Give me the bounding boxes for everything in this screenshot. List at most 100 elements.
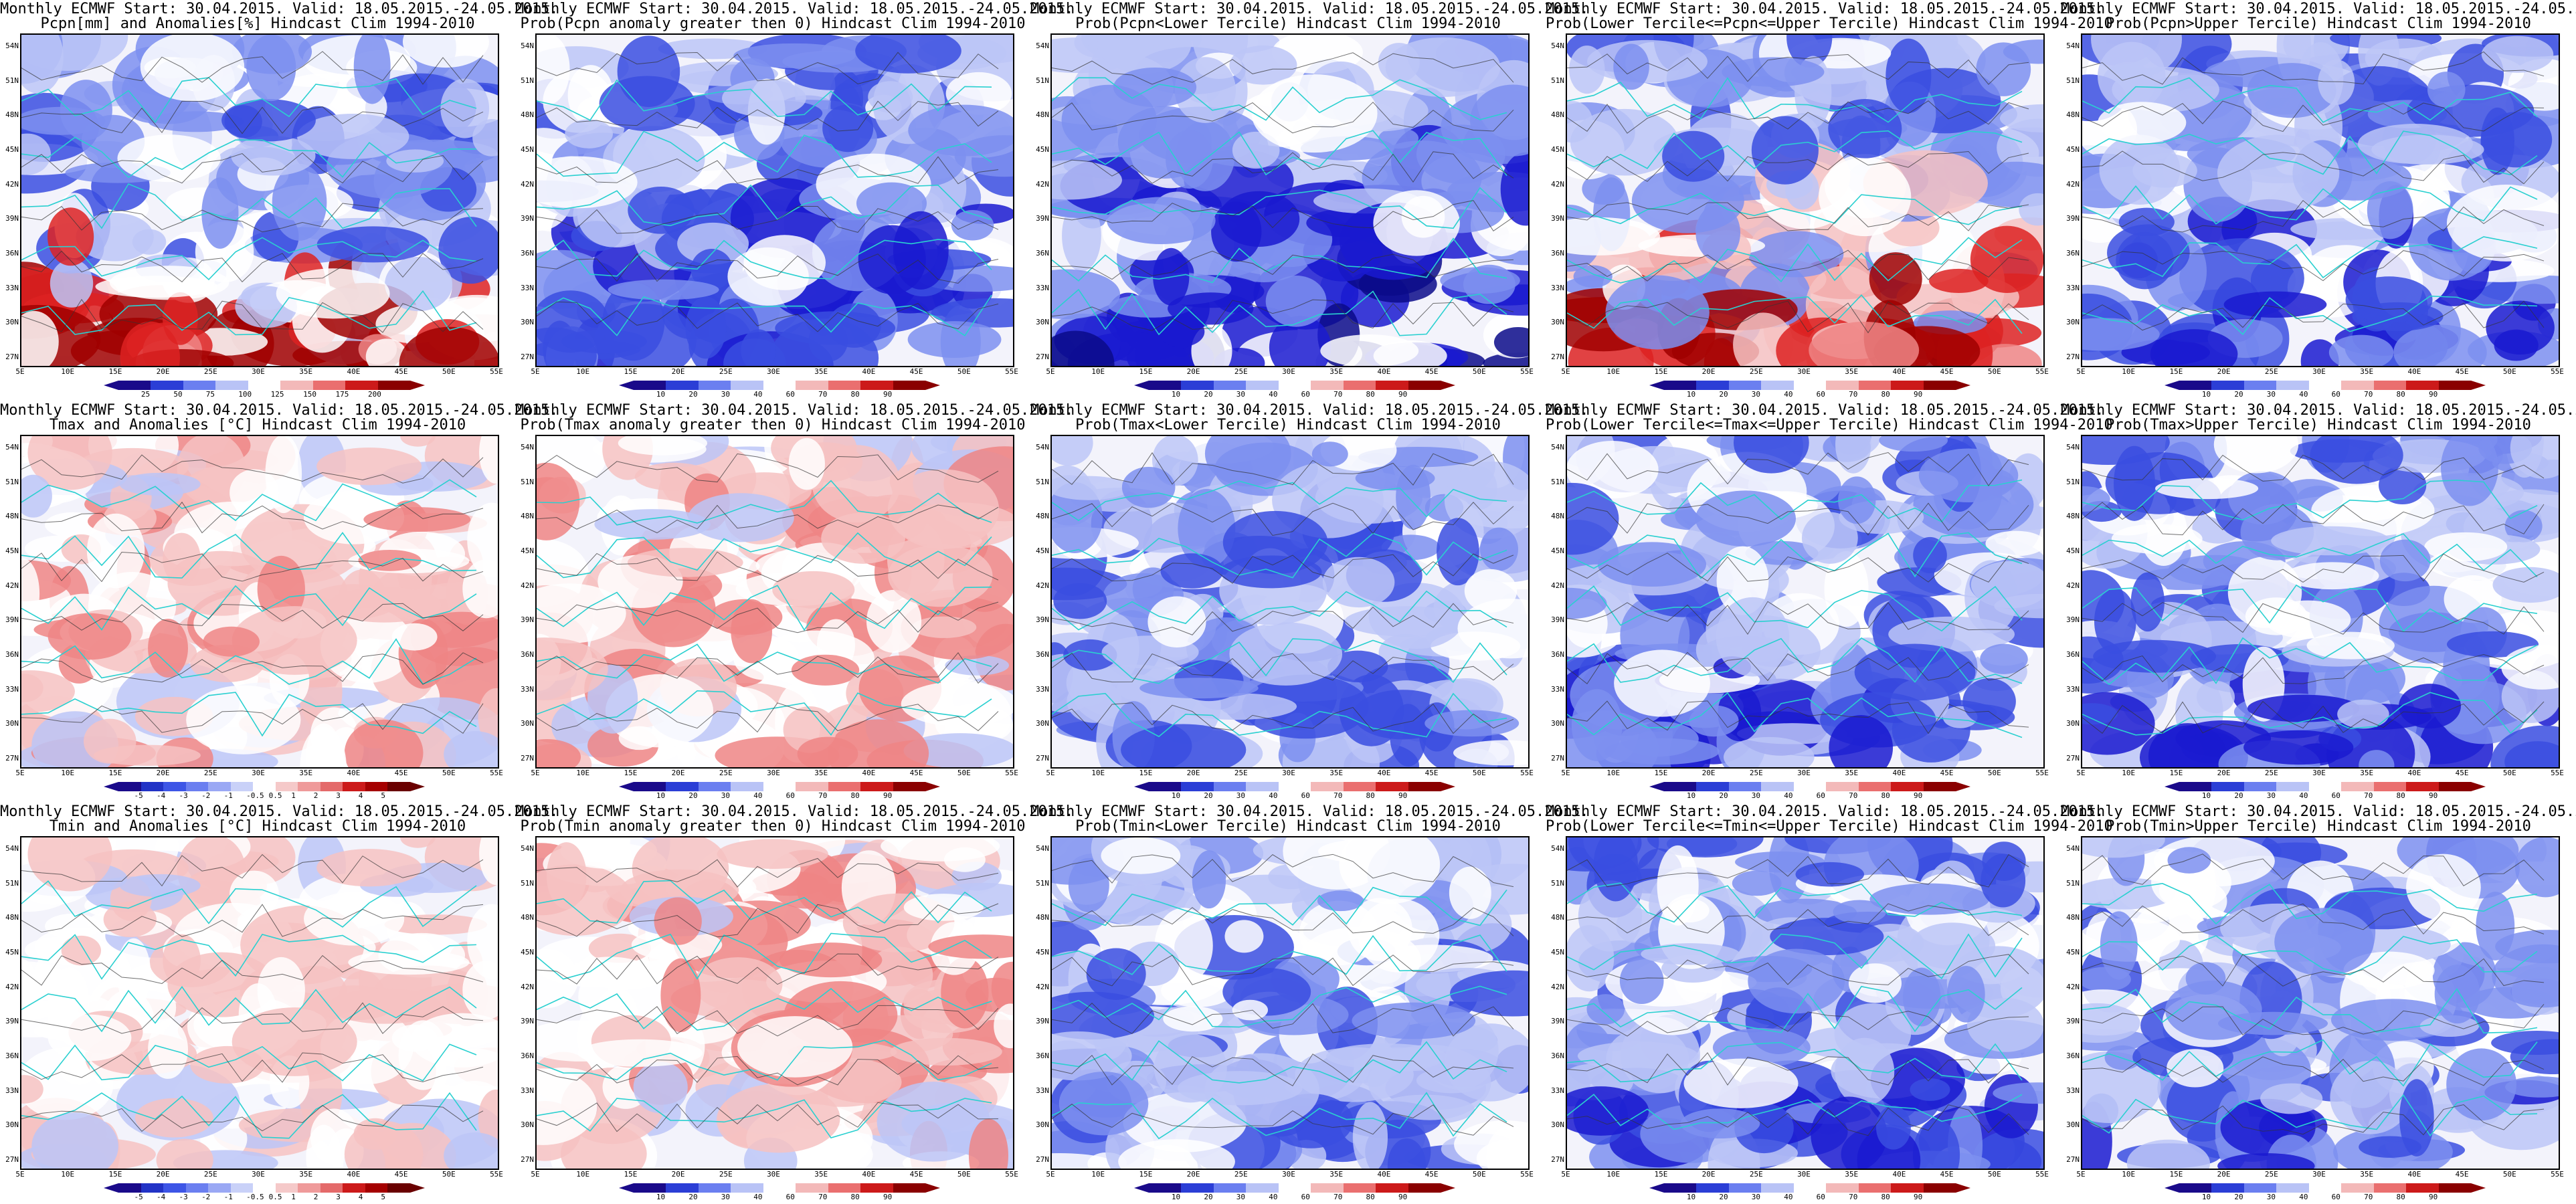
legend-color-cell [796,381,828,390]
legend-labels: 10 20 30 40 60 70 80 90 [2202,390,2462,399]
legend-label: 20 [1719,1193,1728,1201]
map-panel: Monthly ECMWF Start: 30.04.2015. Valid: … [0,803,558,1204]
longitude-tick-label: 50E [1987,1170,2001,1179]
latitude-tick-label: 39N [2066,214,2080,223]
latitude-tick-label: 54N [1036,41,1049,50]
legend-label: 30 [1751,791,1761,800]
legend-color-cell [208,782,231,791]
legend-label: 10 [656,1193,666,1201]
legend-color-cell [280,381,313,390]
coastline [1052,985,1507,1028]
legend-color-cell [1149,1183,1182,1193]
legend-color-cell [1826,782,1859,791]
contour-line [2082,553,2545,583]
legend-color-cell [763,381,796,390]
legend-color-cell [2373,381,2407,390]
field-patch [1320,334,1419,366]
field-patch [1311,441,1348,467]
latitude-tick-label: 39N [5,615,19,625]
contour-line [21,1104,484,1132]
legend-color-cell [796,782,828,791]
map-plot-area [1050,435,1530,769]
map-panel: Monthly ECMWF Start: 30.04.2015. Valid: … [1546,803,2113,1204]
legend-color-cell [828,381,861,390]
field-patch [21,959,40,1031]
legend-label: 30 [2266,791,2276,800]
field-patch [1059,1072,1149,1136]
legend-label: -3 [179,1193,188,1201]
field-patch [1770,918,1884,956]
latitude-tick-label: 51N [5,878,19,888]
field-patch [1985,530,2043,557]
longitude-tick-label: 5E [15,367,25,376]
legend-arrow-high [409,1183,425,1193]
contour-line [1052,603,1514,635]
map-panel: Monthly ECMWF Start: 30.04.2015. Valid: … [515,401,1073,803]
latitude-tick-label: 27N [5,1155,19,1164]
map-field [537,436,1013,767]
latitude-tick-label: 45N [1036,546,1049,555]
legend-label: 70 [1849,1193,1858,1201]
legend-label: 40 [2299,791,2308,800]
coastline [1567,77,2023,123]
field-patch [365,338,408,366]
field-patch [1683,1058,1799,1108]
latitude-tick-label: 39N [5,1017,19,1026]
field-patch [1339,837,1441,904]
legend-color-cell [1696,782,1729,791]
coastline [21,77,477,124]
coastline [2082,533,2538,577]
panel-title-line2: Tmin and Anomalies [°C] Hindcast Clim 19… [49,818,466,835]
field-patch [1229,622,1343,686]
legend-color-cell [208,1183,231,1193]
longitude-tick-label: 55E [1005,769,1018,777]
field-patch [95,276,218,298]
longitude-tick-label: 20E [1701,769,1716,777]
map-field [2082,436,2559,767]
latitude-tick-label: 33N [2066,1086,2080,1095]
field-patch [693,957,783,1012]
legend-label: 60 [1816,1193,1825,1201]
latitude-tick-label: 42N [5,982,19,991]
panel-title-line2: Prob(Tmax<Lower Tercile) Hindcast Clim 1… [1075,417,1501,433]
coastline [537,79,992,121]
field-patch [201,177,239,249]
panel-title-line2: Prob(Pcpn>Upper Tercile) Hindcast Clim 1… [2106,15,2531,32]
field-patch [86,513,145,589]
coastline [21,237,477,281]
contour-line [1567,1052,2029,1086]
contour-line [537,1102,999,1132]
contour-line [537,1055,999,1086]
legend-labels: 10 20 30 40 60 70 80 90 [1172,390,1431,399]
contour-line [1052,854,1514,888]
field-patch [901,681,1013,726]
coastline [1567,532,2023,579]
latitude-tick-label: 48N [5,512,19,521]
longitude-tick-label: 15E [1139,1170,1153,1179]
coastline [2082,130,2538,176]
field-patch [1947,965,1985,1023]
longitude-tick-label: 55E [1005,367,1018,376]
field-patch [1662,130,1725,182]
latitude-tick-label: 51N [1551,477,1564,486]
legend-label: 20 [688,791,698,800]
field-patch [2379,539,2431,582]
legend-arrow-high [2470,782,2486,791]
field-patch [1161,974,1234,1007]
field-patch [677,222,749,265]
field-patch [1424,710,1520,737]
map-plot-area [535,33,1014,367]
latitude-tick-label: 36N [2066,1051,2080,1060]
legend-labels: 10 20 30 40 60 70 80 90 [656,390,916,399]
legend-label: 20 [2234,791,2243,800]
field-patch [386,149,444,173]
legend-label: 10 [656,791,666,800]
field-patch [608,279,719,300]
map-field [537,837,1013,1169]
panel-title-line2: Prob(Pcpn anomaly greater then 0) Hindca… [520,15,1026,32]
contour-line [21,454,484,484]
legend-label: 80 [850,390,860,399]
field-patch [688,493,794,542]
longitude-tick-label: 20E [1186,1170,1200,1179]
field-patch [737,1016,853,1078]
